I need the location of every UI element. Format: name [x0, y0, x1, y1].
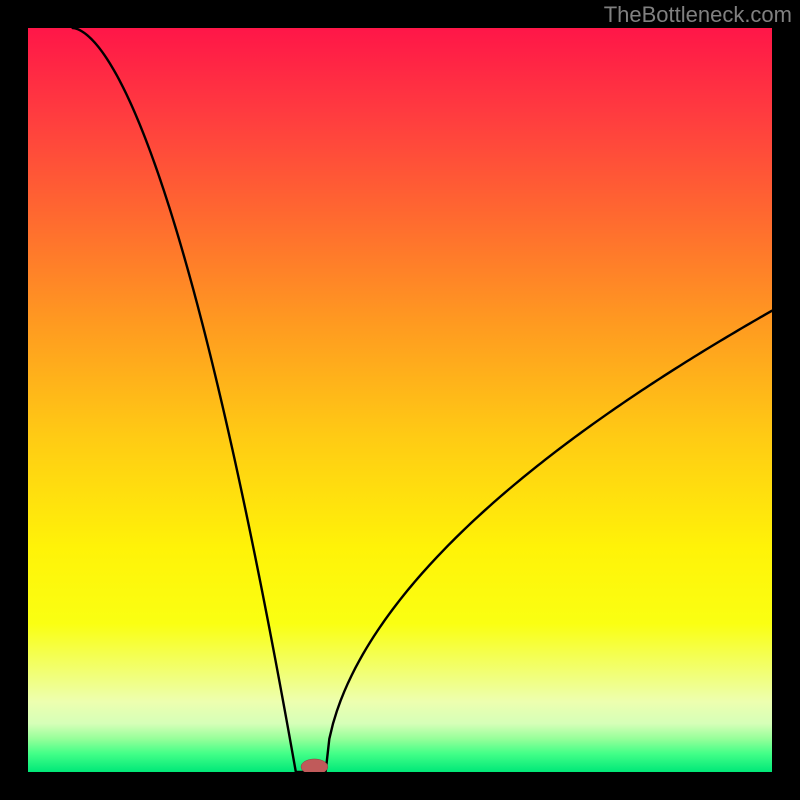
chart-frame: TheBottleneck.com: [0, 0, 800, 800]
watermark-text: TheBottleneck.com: [604, 2, 792, 28]
optimal-marker: [301, 759, 328, 772]
chart-plot-area: [28, 28, 772, 772]
